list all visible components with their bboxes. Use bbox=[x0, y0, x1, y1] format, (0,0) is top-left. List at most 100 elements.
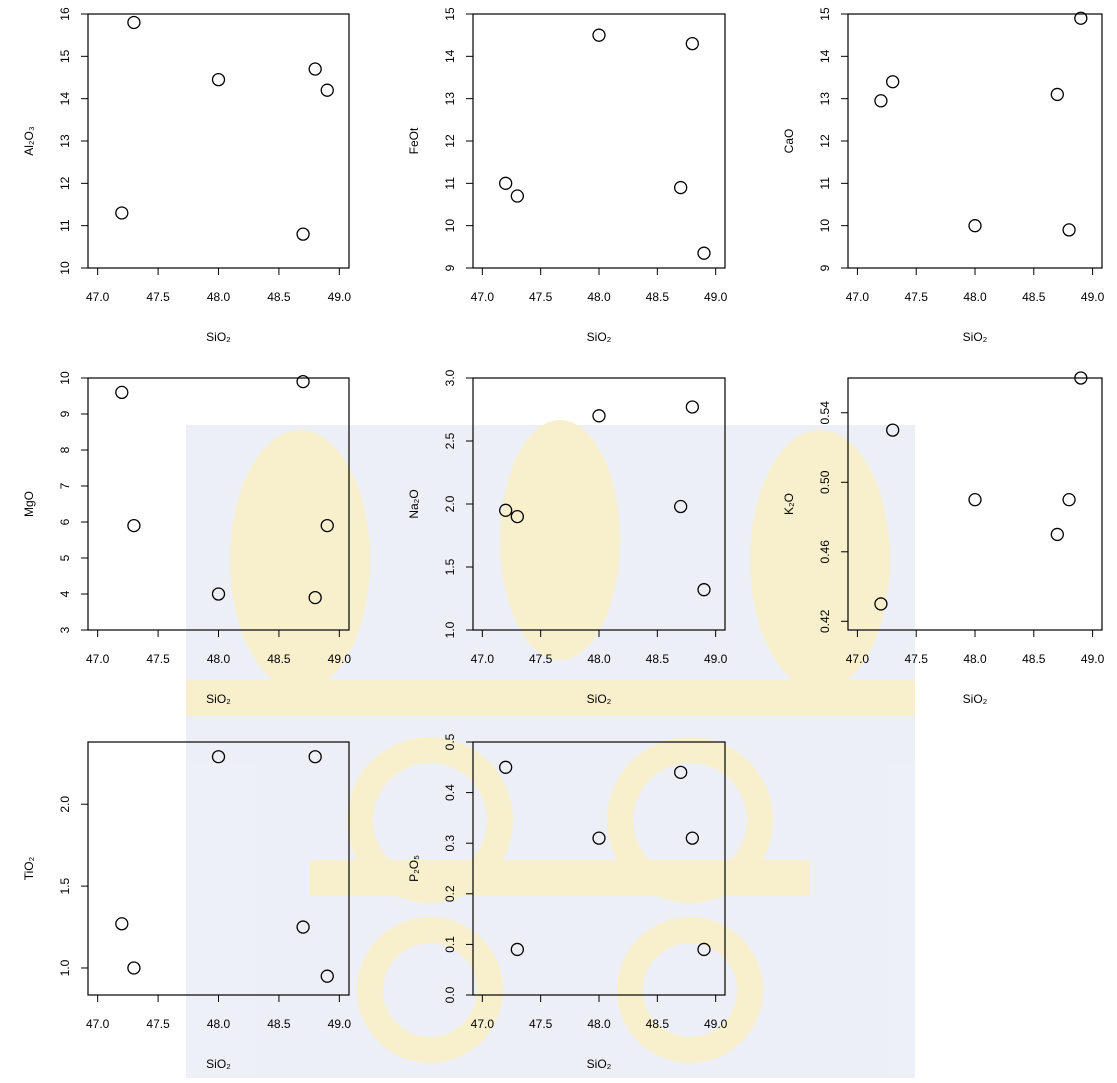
x-tick-label: 47.5 bbox=[146, 1017, 170, 1031]
x-tick-label: 47.5 bbox=[905, 652, 929, 666]
x-tick-label: 47.5 bbox=[905, 290, 929, 304]
x-axis-label: SiO₂ bbox=[587, 692, 612, 706]
point bbox=[321, 84, 333, 96]
y-tick-label: 2.0 bbox=[443, 495, 457, 512]
x-axis-label: SiO₂ bbox=[587, 1057, 612, 1071]
x-tick-label: 48.0 bbox=[587, 1017, 611, 1031]
y-axis-label: K₂O bbox=[782, 493, 796, 515]
y-tick-label: 0.5 bbox=[443, 733, 457, 750]
y-axis-label: Na₂O bbox=[407, 489, 421, 518]
x-tick-label: 48.5 bbox=[267, 652, 291, 666]
y-tick-label: 11 bbox=[443, 177, 457, 190]
x-tick-label: 48.5 bbox=[646, 1017, 670, 1031]
figure: 47.047.548.048.549.010111213141516SiO₂Al… bbox=[0, 0, 1117, 1078]
y-tick-label: 15 bbox=[818, 7, 832, 21]
x-tick-label: 48.0 bbox=[207, 290, 231, 304]
y-tick-label: 15 bbox=[58, 49, 72, 63]
x-tick-label: 49.0 bbox=[1081, 290, 1105, 304]
x-tick-label: 47.0 bbox=[471, 1017, 495, 1031]
point bbox=[128, 962, 140, 974]
x-tick-label: 48.5 bbox=[267, 1017, 291, 1031]
y-tick-label: 0.42 bbox=[818, 609, 832, 633]
x-tick-label: 48.0 bbox=[587, 652, 611, 666]
point bbox=[675, 182, 687, 194]
point bbox=[593, 29, 605, 41]
y-tick-label: 10 bbox=[58, 371, 72, 385]
y-axis-label: TiO₂ bbox=[22, 856, 36, 880]
x-tick-label: 48.5 bbox=[1022, 652, 1046, 666]
x-tick-label: 47.0 bbox=[846, 652, 870, 666]
x-tick-label: 48.5 bbox=[646, 652, 670, 666]
x-axis-label: SiO₂ bbox=[206, 330, 231, 344]
y-tick-label: 14 bbox=[58, 92, 72, 106]
x-tick-label: 49.0 bbox=[704, 1017, 728, 1031]
point bbox=[875, 95, 887, 107]
y-tick-label: 3 bbox=[58, 626, 72, 633]
y-tick-label: 13 bbox=[58, 134, 72, 148]
x-tick-label: 47.0 bbox=[86, 1017, 110, 1031]
y-tick-label: 9 bbox=[818, 264, 832, 271]
point bbox=[593, 410, 605, 422]
point bbox=[128, 16, 140, 28]
y-axis-label: CaO bbox=[782, 129, 796, 154]
point bbox=[887, 76, 899, 88]
y-axis-label: MgO bbox=[22, 491, 36, 517]
y-tick-label: 12 bbox=[58, 176, 72, 190]
x-axis-label: SiO₂ bbox=[963, 330, 988, 344]
point bbox=[686, 401, 698, 413]
y-tick-label: 1.0 bbox=[443, 621, 457, 638]
y-tick-label: 1.5 bbox=[443, 558, 457, 575]
plot-box bbox=[473, 14, 725, 268]
x-tick-label: 49.0 bbox=[1081, 652, 1105, 666]
point bbox=[297, 376, 309, 388]
x-tick-label: 48.5 bbox=[267, 290, 291, 304]
y-tick-label: 1.5 bbox=[58, 877, 72, 894]
y-tick-label: 7 bbox=[58, 482, 72, 489]
y-tick-label: 9 bbox=[443, 264, 457, 271]
y-tick-label: 11 bbox=[818, 177, 832, 190]
x-axis-label: SiO₂ bbox=[587, 330, 612, 344]
y-tick-label: 12 bbox=[443, 134, 457, 148]
point bbox=[116, 386, 128, 398]
x-tick-label: 47.5 bbox=[529, 652, 553, 666]
y-axis-label: FeOt bbox=[407, 127, 421, 154]
x-tick-label: 47.0 bbox=[86, 652, 110, 666]
x-tick-label: 48.5 bbox=[646, 290, 670, 304]
x-tick-label: 47.0 bbox=[86, 290, 110, 304]
point bbox=[500, 177, 512, 189]
x-tick-label: 49.0 bbox=[328, 652, 352, 666]
y-tick-label: 0.3 bbox=[443, 835, 457, 852]
y-tick-label: 0.46 bbox=[818, 540, 832, 564]
x-tick-label: 47.0 bbox=[471, 290, 495, 304]
y-tick-label: 12 bbox=[818, 134, 832, 148]
y-tick-label: 2.0 bbox=[58, 796, 72, 813]
y-axis-label: P₂O₅ bbox=[407, 855, 421, 882]
y-tick-label: 8 bbox=[58, 446, 72, 453]
y-tick-label: 10 bbox=[818, 219, 832, 233]
y-tick-label: 14 bbox=[443, 49, 457, 63]
x-tick-label: 49.0 bbox=[704, 652, 728, 666]
x-axis-label: SiO₂ bbox=[206, 692, 231, 706]
x-tick-label: 49.0 bbox=[328, 290, 352, 304]
x-tick-label: 47.5 bbox=[146, 652, 170, 666]
point bbox=[309, 63, 321, 75]
y-tick-label: 0.0 bbox=[443, 986, 457, 1003]
point bbox=[1063, 224, 1075, 236]
y-tick-label: 10 bbox=[443, 219, 457, 233]
y-tick-label: 0.2 bbox=[443, 885, 457, 902]
y-tick-label: 14 bbox=[818, 49, 832, 63]
x-tick-label: 48.0 bbox=[587, 290, 611, 304]
x-tick-label: 47.0 bbox=[471, 652, 495, 666]
y-tick-label: 4 bbox=[58, 590, 72, 597]
x-tick-label: 47.5 bbox=[146, 290, 170, 304]
x-tick-label: 48.5 bbox=[1022, 290, 1046, 304]
x-tick-label: 48.0 bbox=[207, 1017, 231, 1031]
y-tick-label: 0.4 bbox=[443, 784, 457, 801]
x-tick-label: 48.0 bbox=[963, 652, 987, 666]
y-tick-label: 2.5 bbox=[443, 432, 457, 449]
x-tick-label: 49.0 bbox=[704, 290, 728, 304]
y-tick-label: 0.54 bbox=[818, 401, 832, 425]
y-tick-label: 9 bbox=[58, 410, 72, 417]
y-tick-label: 0.50 bbox=[818, 470, 832, 494]
plot-box bbox=[848, 14, 1102, 268]
